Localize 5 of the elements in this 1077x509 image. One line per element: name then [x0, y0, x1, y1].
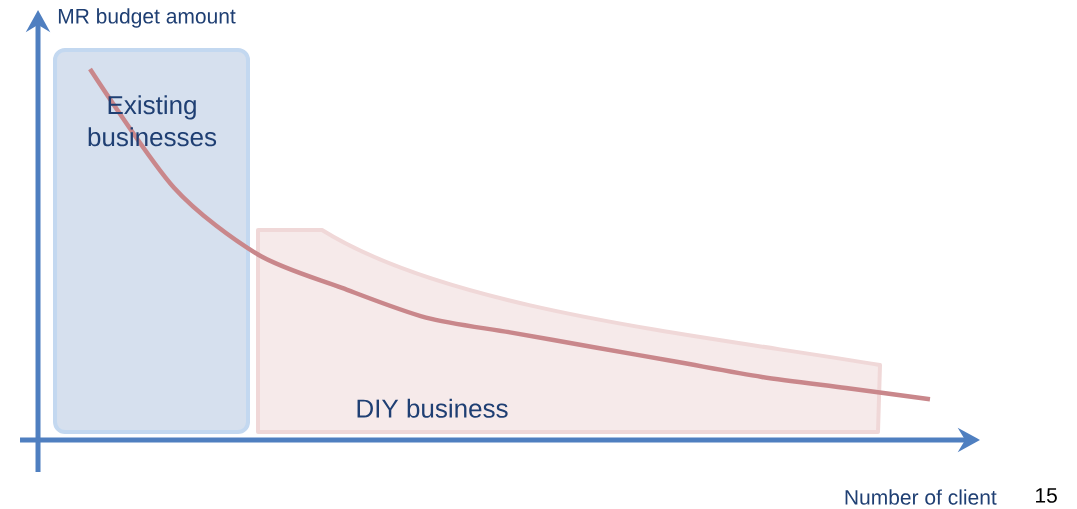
- x-axis-title: Number of client: [845, 489, 997, 505]
- text: 15: [1036, 488, 1057, 503]
- annotation: DIY business: [357, 398, 508, 418]
- annotation: Existing businesses: [88, 95, 217, 147]
- y-axis-title: MR budget amount: [58, 8, 236, 28]
